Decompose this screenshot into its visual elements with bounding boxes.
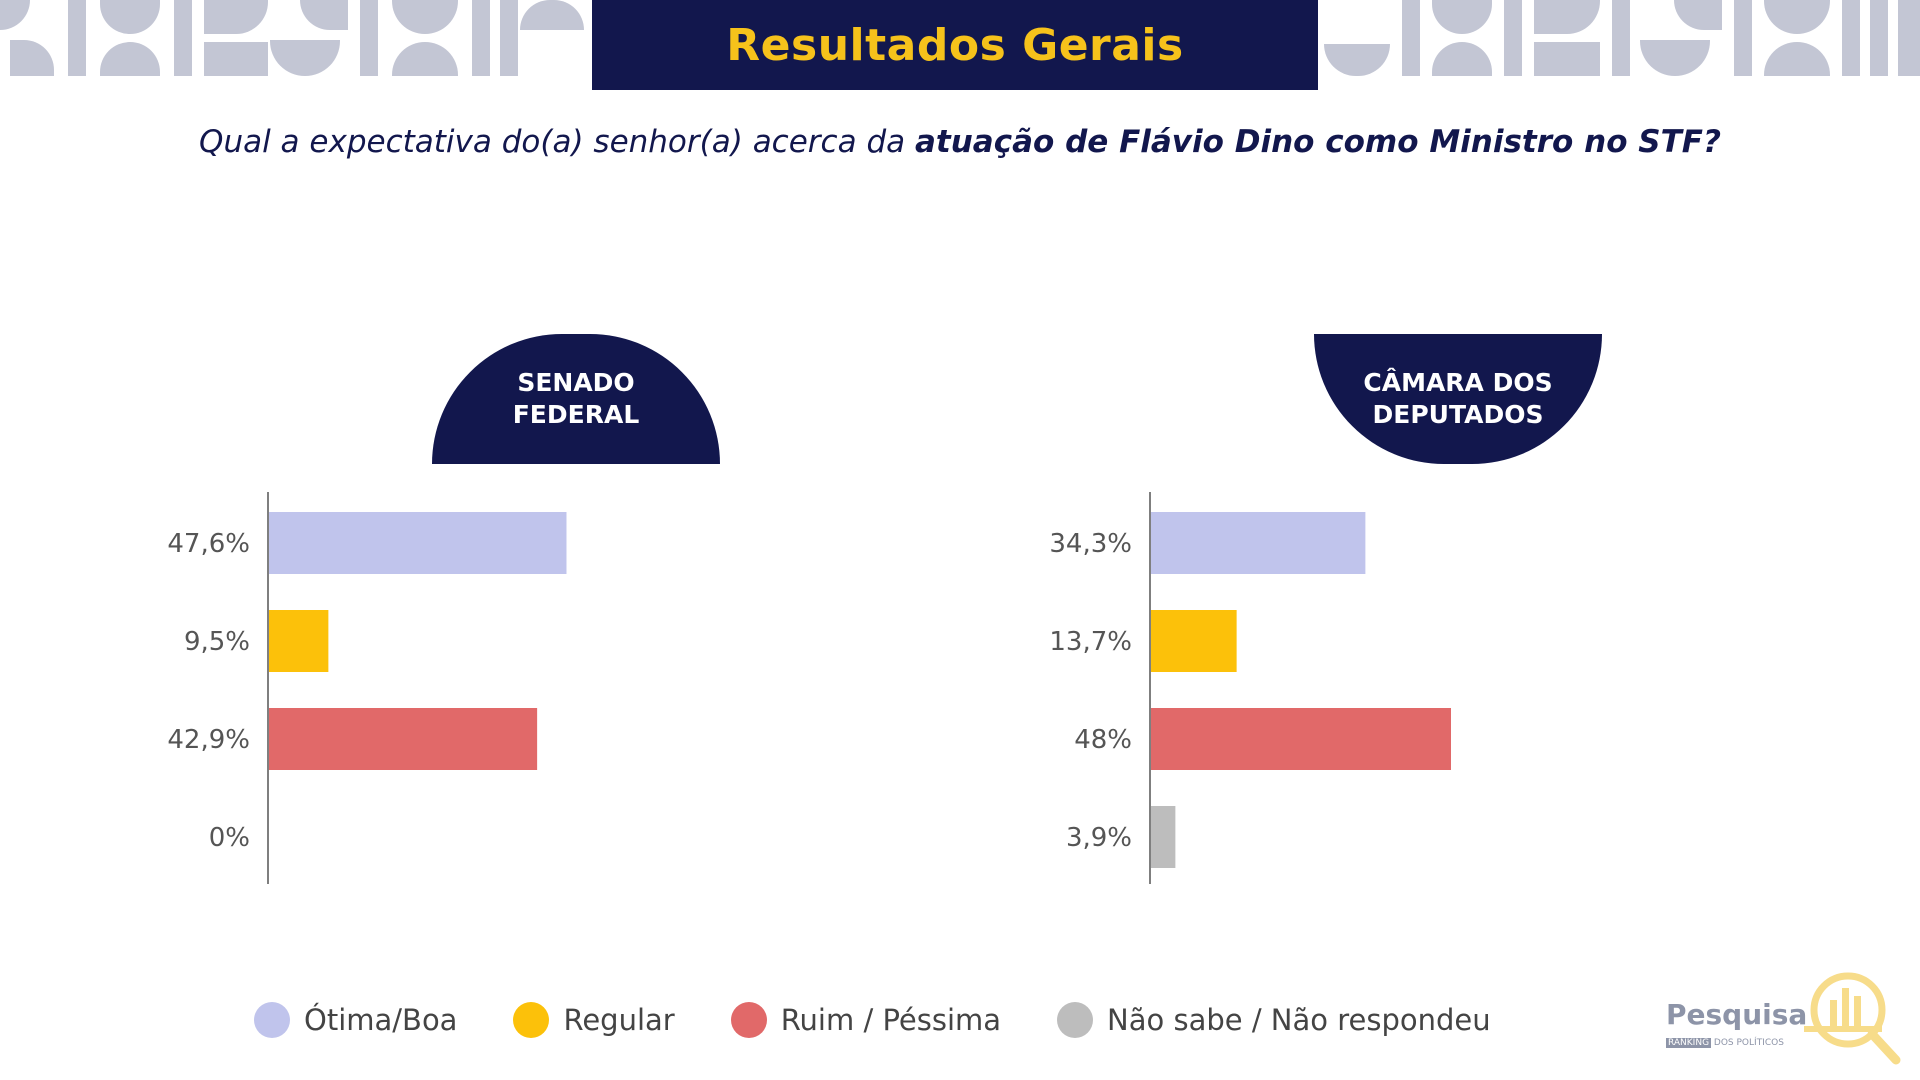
- page-title: Resultados Gerais: [726, 19, 1184, 71]
- camara-value-label: 13,7%: [1049, 627, 1132, 657]
- pesquisa-logo: Pesquisa RANKING DOS POLÍTICOS: [1664, 966, 1904, 1070]
- title-banner: Resultados Gerais: [592, 0, 1318, 90]
- senado-bar: [269, 708, 538, 770]
- legend-item-otima-boa: Ótima/Boa: [254, 1002, 457, 1038]
- camara-value-label: 34,3%: [1049, 529, 1132, 559]
- camara-bar: [1151, 610, 1237, 672]
- camara-badge-line-1: CÂMARA DOS: [1363, 367, 1553, 397]
- magnifier-bars-icon: [1804, 972, 1901, 1065]
- legend-label: Ruim / Péssima: [780, 1003, 1002, 1037]
- legend-item-nao-sabe: Não sabe / Não respondeu: [1057, 1002, 1491, 1038]
- senado-value-label: 0%: [209, 823, 250, 853]
- logo-sub-text: DOS POLÍTICOS: [1713, 1038, 1784, 1048]
- question-text: Qual a expectativa do(a) senhor(a) acerc…: [0, 124, 1920, 160]
- senado-badge-line-2: FEDERAL: [512, 400, 640, 429]
- legend-label: Ótima/Boa: [304, 1003, 458, 1037]
- header-pattern-right: [1324, 0, 1920, 78]
- camara-bar: [1151, 512, 1366, 574]
- question-bold: atuação de Flávio Dino como Ministro no …: [914, 124, 1721, 160]
- legend-label: Não sabe / Não respondeu: [1107, 1003, 1491, 1037]
- camara-value-label: 3,9%: [1066, 823, 1132, 853]
- legend-item-ruim-pessima: Ruim / Péssima: [730, 1002, 1002, 1038]
- logo-sub-box: RANKING: [1666, 1038, 1712, 1048]
- camara-bar: [1151, 708, 1451, 770]
- senado-bar: [269, 512, 567, 574]
- senado-badge-line-1: SENADO: [517, 367, 635, 397]
- senado-value-label: 47,6%: [167, 529, 250, 559]
- legend-swatch: [1057, 1002, 1094, 1038]
- camara-badge-line-2: DEPUTADOS: [1372, 400, 1544, 429]
- legend-swatch: [730, 1002, 767, 1038]
- logo-subtitle: RANKING DOS POLÍTICOS: [1666, 1038, 1784, 1048]
- legend-label: Regular: [563, 1003, 675, 1037]
- senado-bar: [269, 610, 329, 672]
- legend-swatch: [254, 1002, 290, 1038]
- question-regular: Qual a expectativa do(a) senhor(a) acerc…: [199, 124, 915, 160]
- logo-name: Pesquisa: [1666, 998, 1808, 1031]
- chart-legend: Ótima/Boa Regular Ruim / Péssima Não sab…: [254, 1002, 1547, 1038]
- camara-value-label: 48%: [1074, 725, 1132, 755]
- camara-bar: [1151, 806, 1176, 868]
- legend-swatch: [513, 1002, 550, 1038]
- senado-value-label: 42,9%: [167, 725, 250, 755]
- senado-value-label: 9,5%: [184, 627, 250, 657]
- legend-item-regular: Regular: [513, 1002, 675, 1038]
- header-pattern-left: [0, 0, 584, 78]
